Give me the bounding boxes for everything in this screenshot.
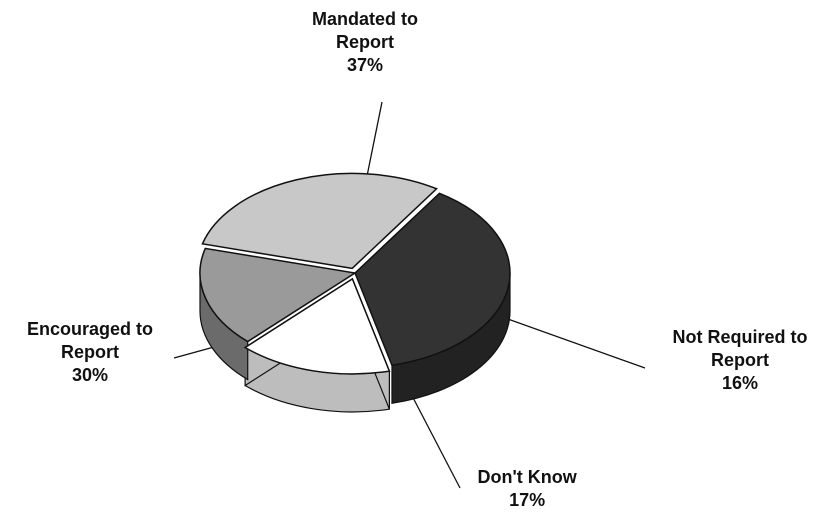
slice-value-label: 30% (71, 365, 109, 385)
leader-lines (173, 101, 646, 489)
slice-label-text: Report (336, 32, 394, 52)
leader-line-mandated-to-report (364, 101, 383, 187)
slice-label-text: Encouraged to (27, 319, 154, 339)
slice-not-required-to-report (243, 277, 391, 375)
slice-tops (199, 172, 511, 375)
leader-line-don-t-know (407, 387, 461, 489)
slice-label-text: Report (61, 342, 119, 362)
slice-don-t-know (199, 247, 358, 343)
leader-line-encouraged-to-report (173, 346, 215, 359)
slice-label-encouraged-to-report: Encouraged to Report 30% (27, 318, 153, 387)
slice-label-text: Don't Know (477, 467, 577, 487)
slice-value-label: 17% (509, 490, 546, 510)
slice-label-text: Report (711, 350, 769, 370)
slice-value-label: 37% (346, 55, 384, 75)
slice-value-label: 16% (721, 373, 759, 393)
slice-label-don-t-know: Don't Know 17% (478, 466, 577, 512)
slice-label-mandated-to-report: Mandated to Report 37% (312, 8, 418, 77)
slice-encouraged-to-report (201, 172, 438, 270)
leader-line-not-required-to-report (504, 317, 646, 369)
slice-label-not-required-to-report: Not Required to Report 16% (673, 326, 808, 395)
slice-label-text: Mandated to (312, 9, 418, 29)
slice-label-text: Not Required to (672, 327, 808, 347)
slice-mandated-to-report (354, 192, 511, 367)
